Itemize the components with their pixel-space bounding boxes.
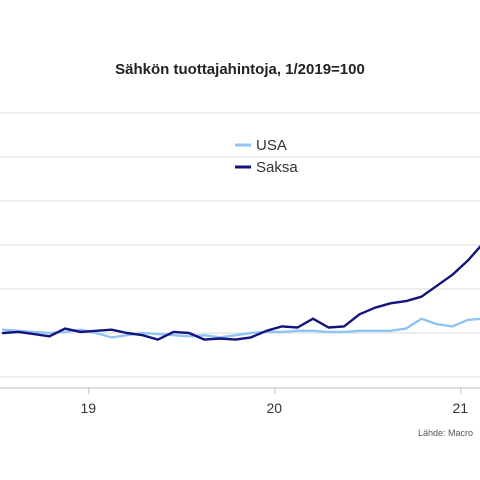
x-axis: [0, 387, 480, 394]
gridlines: [0, 112, 480, 378]
legend-label: USA: [256, 137, 287, 154]
legend: USA Saksa: [235, 137, 298, 176]
series-line-usa: [1, 317, 480, 339]
x-tick-labels: 19 20 21: [80, 400, 468, 416]
x-tick-label: 19: [80, 400, 96, 416]
series-lines: [1, 244, 480, 341]
legend-label: Saksa: [256, 159, 298, 176]
x-tick-label: 21: [452, 400, 468, 416]
source-note: Lähde: Macro: [418, 428, 473, 438]
x-tick-label: 20: [266, 400, 282, 416]
chart-title: Sähkön tuottajahintoja, 1/2019=100: [115, 61, 365, 78]
series-line-saksa: [1, 244, 480, 341]
